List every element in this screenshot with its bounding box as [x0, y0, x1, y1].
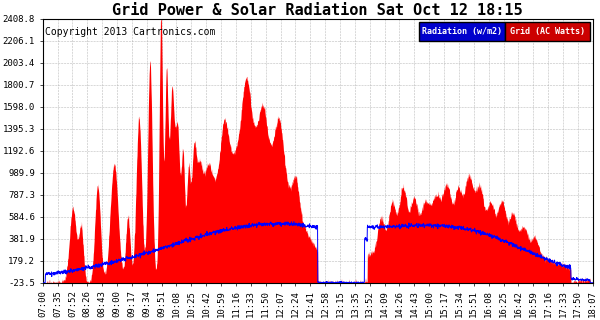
FancyBboxPatch shape: [505, 21, 590, 41]
FancyBboxPatch shape: [419, 21, 505, 41]
Title: Grid Power & Solar Radiation Sat Oct 12 18:15: Grid Power & Solar Radiation Sat Oct 12 …: [112, 3, 523, 18]
Text: Grid (AC Watts): Grid (AC Watts): [510, 27, 585, 36]
Text: Copyright 2013 Cartronics.com: Copyright 2013 Cartronics.com: [46, 27, 216, 37]
Text: Radiation (w/m2): Radiation (w/m2): [422, 27, 502, 36]
